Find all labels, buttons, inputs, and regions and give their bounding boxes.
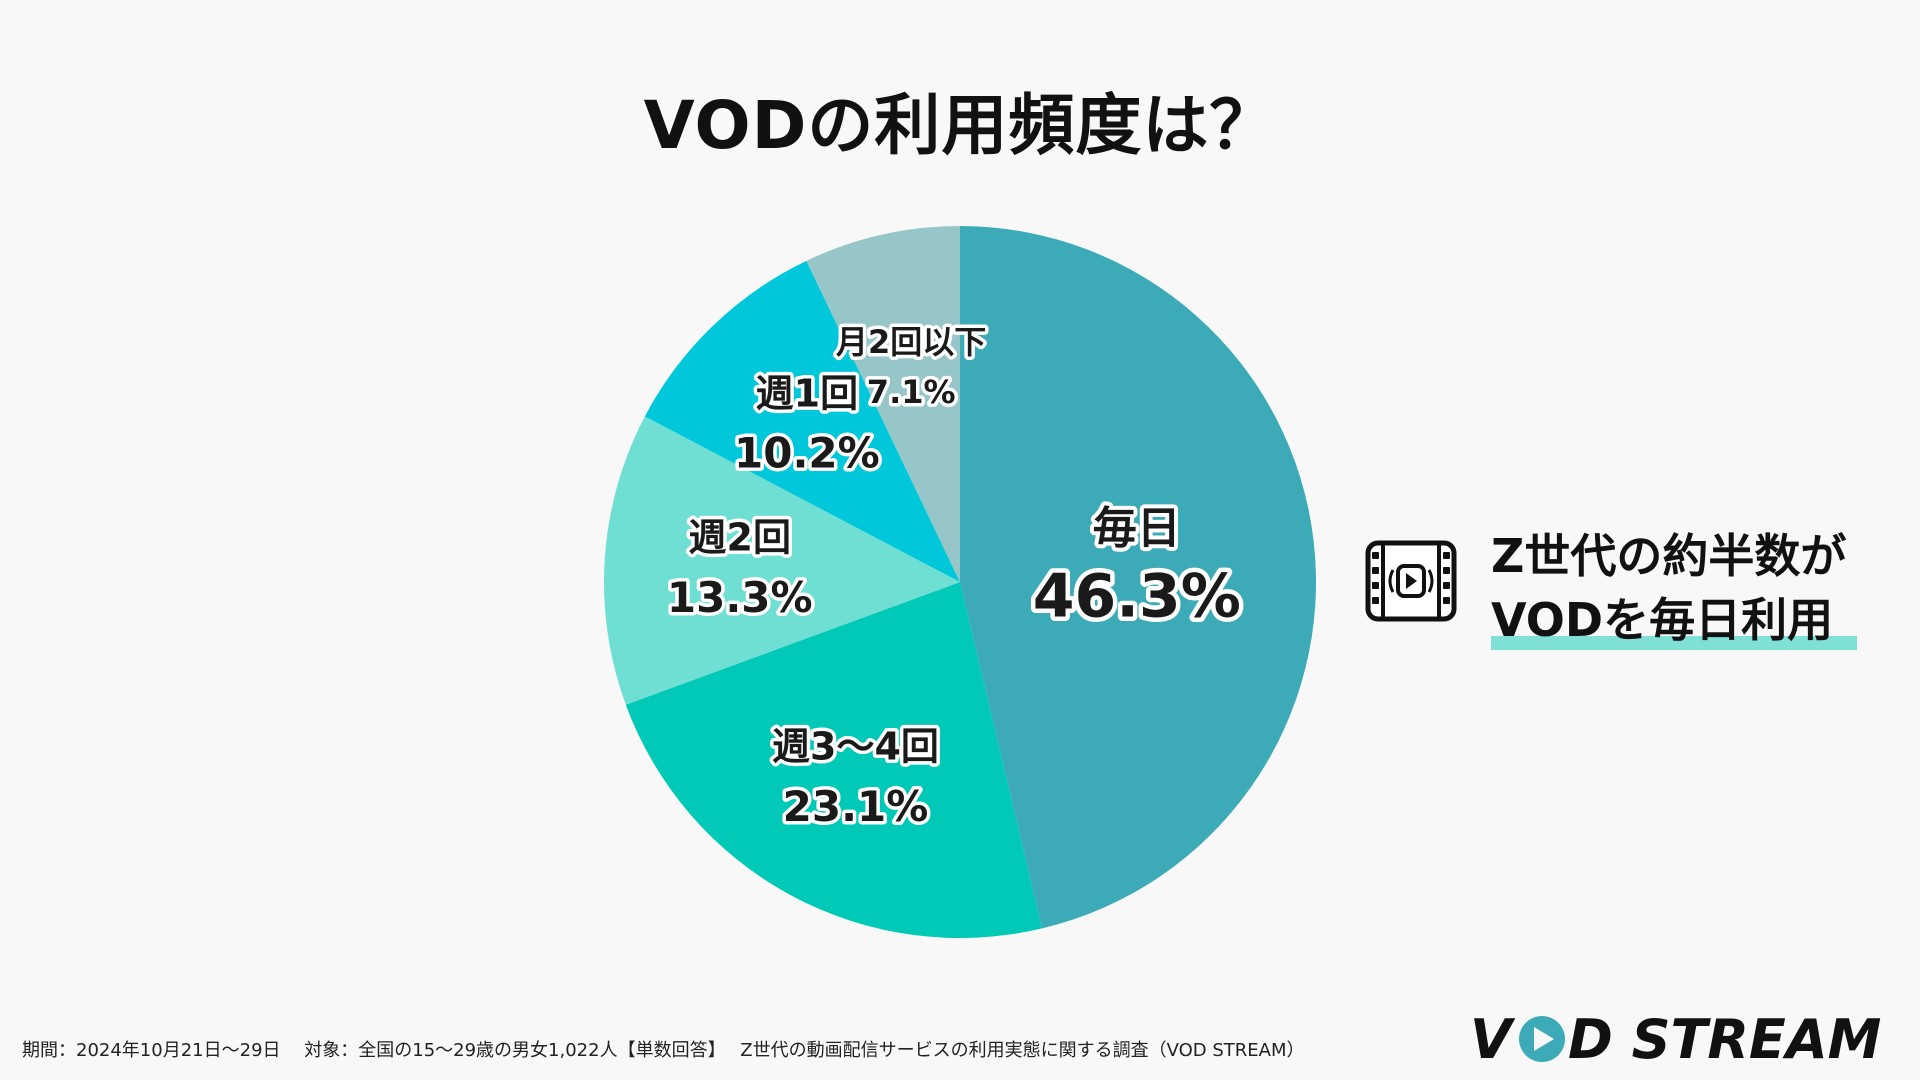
pie-chart: 毎日 46.3% 週3〜4回 23.1% 週2回 13.3% 週1回 10.2% 月2回以下 7.… <box>603 225 1317 939</box>
slice-label: 週3〜4回 <box>772 725 939 769</box>
pie-labels: 毎日 46.3% 週3〜4回 23.1% 週2回 13.3% 週1回 10.2% 月2回以下 7.… <box>663 319 1245 834</box>
slice-value-label: 46.3% <box>1033 561 1241 631</box>
pie-slice <box>625 582 1043 939</box>
pie-slices <box>603 225 1317 939</box>
logo-suffix: D STREAM <box>1568 1008 1881 1068</box>
pie-slice <box>644 260 960 582</box>
slice-label: 月2回以下 <box>836 323 986 361</box>
callout: Z世代の約半数が VODを毎日利用 <box>1365 510 1885 650</box>
logo-prefix: V <box>1470 1008 1516 1068</box>
chart-title: VODの利用頻度は？ <box>643 87 1277 164</box>
vod-stream-logo: V D STREAM <box>1470 1008 1881 1068</box>
footnote: 期間：2024年10月21日〜29日 対象：全国の15〜29歳の男女1,022人… <box>22 1040 1305 1061</box>
pie-slice <box>806 226 960 582</box>
pie-slice <box>603 416 960 705</box>
film-play-icon <box>1365 540 1457 622</box>
callout-line-1: Z世代の約半数が <box>1491 529 1847 583</box>
slice-label: 毎日 <box>1093 503 1181 554</box>
slice-label: 週1回 <box>756 371 858 415</box>
logo-play-icon <box>1519 1016 1565 1062</box>
pie-slice <box>960 225 1317 929</box>
slice-label: 週2回 <box>689 516 791 560</box>
slice-value-label: 23.1% <box>783 782 929 831</box>
slice-value-label: 10.2% <box>734 429 880 478</box>
callout-line-2: VODを毎日利用 <box>1491 593 1834 647</box>
slice-value-label: 13.3% <box>667 573 813 622</box>
slice-value-label: 7.1% <box>867 373 956 411</box>
